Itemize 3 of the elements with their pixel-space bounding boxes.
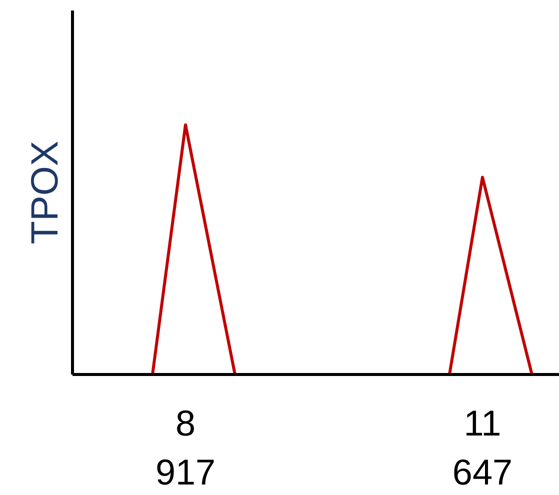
x-tick-label: 11 647 — [452, 402, 513, 493]
y-axis-title: TPOX — [24, 140, 66, 244]
x-tick-label: 8 917 — [155, 402, 216, 493]
